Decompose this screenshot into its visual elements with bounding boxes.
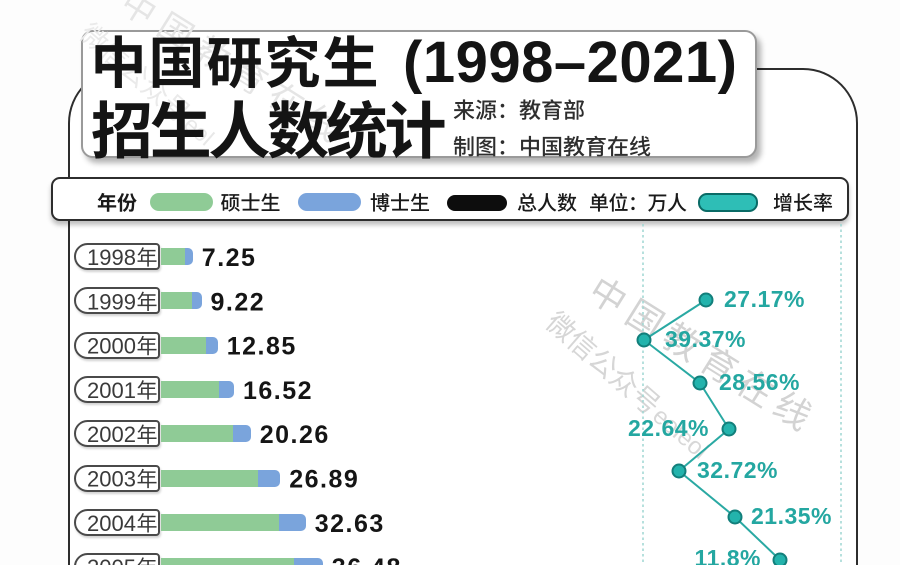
svg-text:21.35%: 21.35% [751, 503, 832, 529]
svg-text:16.52: 16.52 [243, 377, 313, 405]
svg-text:12.85: 12.85 [227, 333, 297, 361]
svg-text:2004: 2004 [87, 511, 136, 536]
svg-text:2000: 2000 [87, 334, 136, 359]
svg-text:32.63: 32.63 [315, 510, 385, 538]
svg-text:28.56%: 28.56% [719, 369, 800, 395]
svg-text:20.26: 20.26 [260, 421, 330, 449]
svg-text:2005: 2005 [87, 555, 136, 565]
svg-text:39.37%: 39.37% [665, 326, 746, 352]
svg-text:1998: 1998 [87, 245, 136, 270]
svg-text:7.25: 7.25 [202, 244, 257, 272]
svg-text:32.72%: 32.72% [697, 457, 778, 483]
svg-text:27.17%: 27.17% [724, 286, 805, 312]
svg-text:1999: 1999 [87, 289, 136, 314]
svg-text:22.64%: 22.64% [628, 415, 709, 441]
svg-text:36.48: 36.48 [332, 554, 402, 565]
svg-text:(1998–2021): (1998–2021) [403, 30, 737, 95]
svg-text:9.22: 9.22 [211, 288, 266, 316]
svg-text:11.8%: 11.8% [695, 545, 761, 565]
svg-text:2002: 2002 [87, 422, 136, 447]
svg-text:2003: 2003 [87, 467, 136, 492]
svg-text:2001: 2001 [87, 378, 136, 403]
svg-text:26.89: 26.89 [289, 466, 359, 494]
